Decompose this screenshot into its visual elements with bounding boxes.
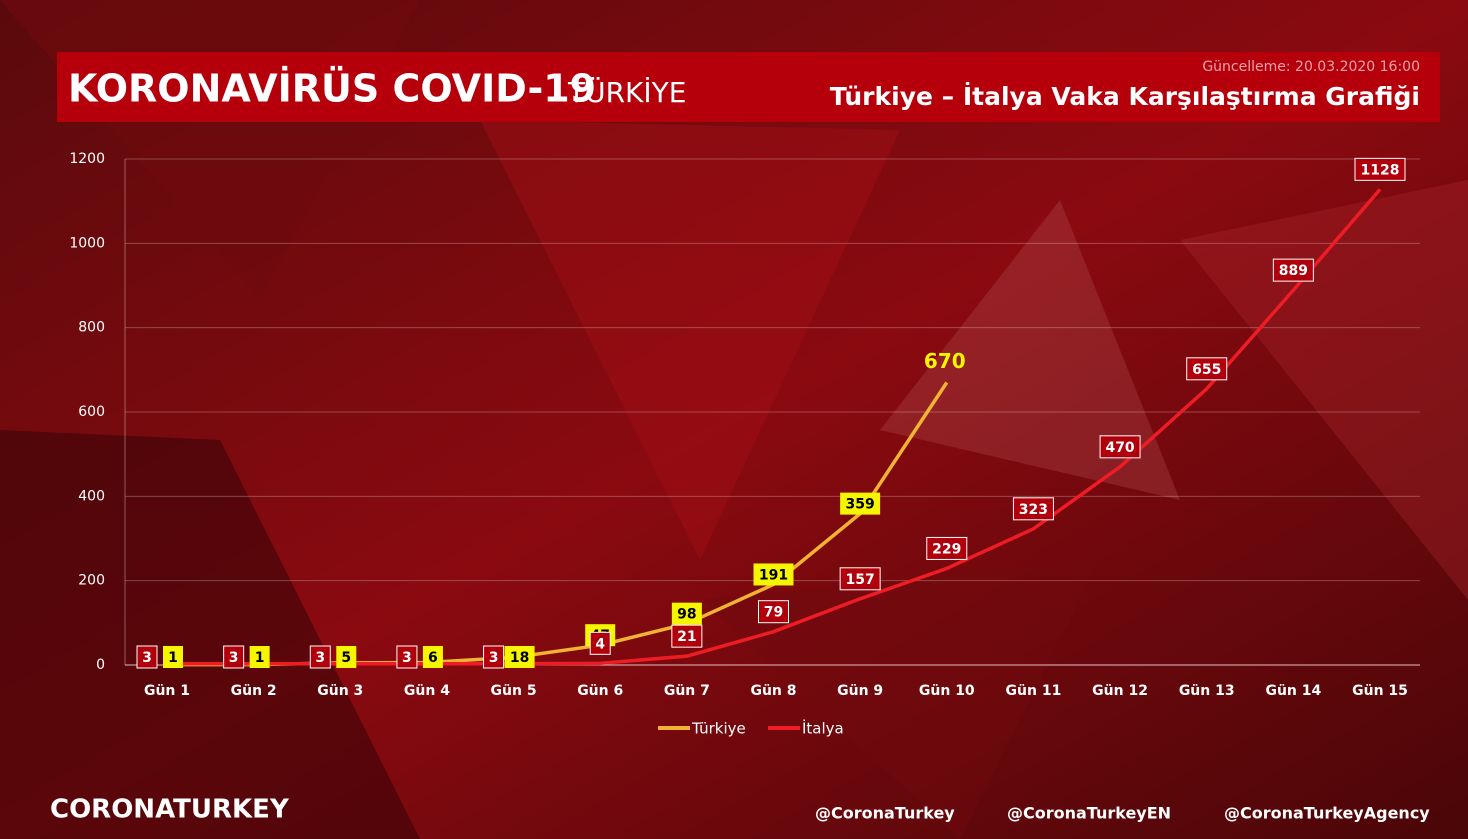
handle: @CoronaTurkeyEN (1007, 804, 1171, 823)
data-label-box (926, 536, 968, 560)
y-tick-label: 600 (78, 404, 105, 420)
data-label: 79 (764, 605, 783, 621)
x-tick-label: Gün 8 (750, 683, 796, 699)
x-tick-label: Gün 13 (1179, 683, 1235, 699)
updated: Güncelleme: 20.03.2020 16:00 (1202, 59, 1420, 75)
country: TÜRKİYE (567, 75, 686, 109)
data-label-box (136, 645, 158, 669)
handle: @CoronaTurkeyAgency (1224, 804, 1430, 823)
x-tick-label: Gün 7 (664, 683, 710, 699)
bg-shape (880, 200, 1180, 500)
legend-label: Türkiye (691, 720, 746, 738)
data-label-box (839, 567, 881, 591)
data-label: 6 (428, 650, 438, 666)
data-label: 1 (255, 650, 265, 666)
data-label-box (671, 624, 703, 648)
title: KORONAVİRÜS COVID-19 (68, 67, 596, 111)
x-tick-label: Gün 15 (1352, 683, 1408, 699)
data-label: 323 (1019, 502, 1048, 518)
data-label: 4 (595, 636, 605, 652)
data-label-box (1186, 357, 1228, 381)
data-label: 98 (677, 607, 696, 623)
x-tick-label: Gün 11 (1006, 683, 1062, 699)
data-label: 21 (677, 629, 696, 645)
data-label-box (753, 563, 794, 586)
y-tick-label: 1000 (69, 235, 105, 251)
data-label: 1128 (1361, 162, 1400, 178)
data-label: 3 (315, 650, 325, 666)
data-label: 1 (168, 650, 178, 666)
data-label: 655 (1192, 362, 1221, 378)
y-tick-label: 0 (96, 657, 105, 673)
data-label-box (1099, 435, 1141, 459)
x-tick-label: Gün 12 (1092, 683, 1148, 699)
data-label-box (1272, 258, 1314, 282)
data-label: 229 (932, 541, 961, 557)
bg-shape (700, 560, 1100, 839)
y-tick-label: 800 (78, 320, 105, 336)
data-label: 670 (924, 349, 966, 373)
data-label: 5 (341, 650, 351, 666)
data-label: 359 (846, 497, 875, 513)
data-label-box (163, 646, 183, 668)
data-label-box (249, 646, 270, 668)
bg-shape (480, 120, 900, 560)
data-label: 470 (1105, 440, 1134, 456)
data-label-box (396, 645, 418, 669)
data-label: 191 (759, 567, 788, 583)
data-label-box (336, 646, 357, 668)
handle: @CoronaTurkey (815, 804, 955, 823)
header-bar (57, 52, 1440, 122)
brand: CORONATURKEY (50, 795, 290, 825)
data-label: 3 (402, 650, 412, 666)
data-label-box (1012, 497, 1054, 521)
data-label: 3 (489, 650, 499, 666)
y-tick-label: 1200 (69, 151, 105, 167)
x-tick-label: Gün 3 (317, 683, 363, 699)
y-tick-label: 200 (78, 573, 105, 589)
x-tick-label: Gün 14 (1265, 683, 1321, 699)
x-tick-label: Gün 4 (404, 683, 450, 699)
data-label-box (589, 631, 611, 655)
series-line (167, 188, 1382, 666)
data-label: 3 (229, 650, 239, 666)
x-tick-label: Gün 9 (837, 683, 883, 699)
data-label-box (504, 646, 535, 668)
x-tick-label: Gün 2 (231, 683, 277, 699)
data-label-box (840, 492, 881, 515)
data-label-box (758, 600, 789, 624)
data-label: 889 (1279, 263, 1308, 279)
data-label-box (1354, 157, 1406, 181)
x-tick-label: Gün 10 (919, 683, 975, 699)
legend-label: İtalya (802, 719, 844, 738)
bg-shape (0, 430, 420, 839)
y-tick-label: 400 (78, 488, 105, 504)
data-label-box (422, 646, 443, 668)
data-label-box (483, 645, 505, 669)
data-label-box (309, 645, 331, 669)
data-label-box (223, 645, 245, 669)
data-label-box (671, 602, 702, 625)
x-tick-label: Gün 6 (577, 683, 623, 699)
bg-shape (1180, 180, 1468, 600)
x-tick-label: Gün 1 (144, 683, 190, 699)
plot: 0 200 400 600 800 1000 1200 Gün 1 Gün 2 Gün 3 Gün … (69, 151, 1420, 738)
x-tick-label: Gün 5 (491, 683, 537, 699)
data-label: 157 (846, 572, 875, 588)
data-label: 3 (142, 650, 152, 666)
subtitle: Türkiye – İtalya Vaka Karşılaştırma Graf… (830, 81, 1420, 111)
data-label: 18 (510, 650, 529, 666)
